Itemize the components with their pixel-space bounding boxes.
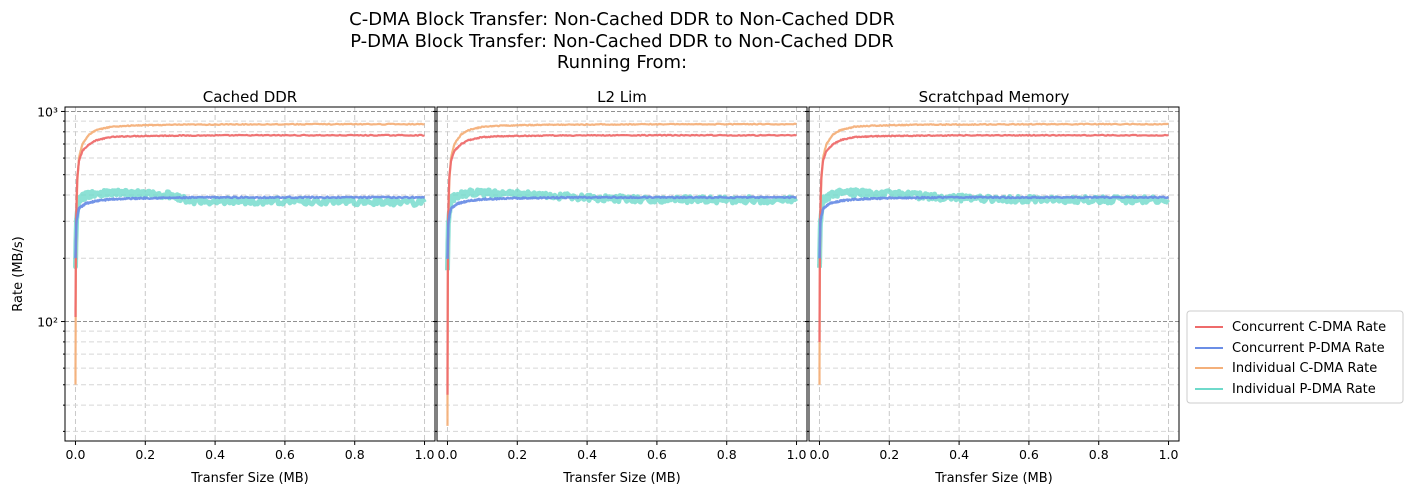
series-line-individual-c-dma-rate	[446, 122, 797, 426]
x-tick-label: 1.0	[787, 447, 807, 462]
x-axis-ticks: 0.0 0.2 0.4 0.6 0.8 1.0	[438, 441, 807, 462]
series-line-individual-c-dma-rate	[74, 122, 425, 385]
y-tick-label: 10³	[37, 104, 58, 119]
series-line-individual-c-dma-rate	[818, 122, 1169, 385]
x-tick-label: 0.6	[1019, 447, 1039, 462]
x-tick-label: 0.6	[275, 447, 295, 462]
series-line-concurrent-c-dma-rate	[446, 133, 797, 395]
x-tick-label: 0.2	[135, 447, 155, 462]
legend-label-individual-cdma: Individual C-DMA Rate	[1232, 361, 1377, 376]
x-axis-label: Transfer Size (MB)	[934, 471, 1053, 486]
axes-frame	[64, 106, 436, 442]
x-axis-label: Transfer Size (MB)	[562, 471, 681, 486]
y-axis-label: Rate (MB/s)	[11, 236, 26, 311]
figure-title-line-2: P-DMA Block Transfer: Non-Cached DDR to …	[350, 31, 894, 52]
series-line-concurrent-p-dma-rate	[446, 195, 797, 259]
legend-label-concurrent-cdma: Concurrent C-DMA Rate	[1232, 320, 1386, 335]
figure-title-line-3: Running From:	[557, 52, 687, 73]
x-tick-label: 0.0	[810, 447, 830, 462]
legend-box	[1186, 310, 1404, 404]
plot-area	[817, 122, 1170, 385]
y-axis-ticks	[433, 110, 437, 432]
series-line-individual-p-dma-rate	[73, 187, 427, 270]
x-tick-label: 0.8	[1089, 447, 1109, 462]
x-tick-label: 0.4	[577, 447, 597, 462]
x-tick-label: 0.4	[949, 447, 969, 462]
x-tick-label: 0.8	[345, 447, 365, 462]
x-tick-label: 0.0	[66, 447, 86, 462]
x-tick-label: 1.0	[1159, 447, 1179, 462]
x-axis-label: Transfer Size (MB)	[190, 471, 309, 486]
y-axis-ticks	[805, 110, 809, 432]
x-axis-ticks: 0.0 0.2 0.4 0.6 0.8 1.0	[66, 441, 435, 462]
plot-area	[445, 122, 799, 426]
gridlines	[809, 107, 1179, 441]
figure-title-line-1: C-DMA Block Transfer: Non-Cached DDR to …	[349, 9, 895, 30]
x-tick-label: 1.0	[415, 447, 435, 462]
panel-title: Scratchpad Memory	[919, 88, 1070, 106]
gridlines	[437, 107, 807, 441]
x-tick-label: 0.8	[717, 447, 737, 462]
axes-frame	[436, 106, 808, 442]
y-tick-label: 10²	[37, 315, 58, 330]
axes-frame	[808, 106, 1180, 442]
panel-l2-lim: L2 Lim 0.0 0.2 0.4 0.6 0.8 1.0 Transfer Size …	[433, 88, 808, 486]
y-axis-ticks: 10² 10³	[37, 104, 65, 432]
panel-scratchpad-memory: Scratchpad Memory 0.0 0.2 0.4 0.6 0.8 1.0 Tra…	[805, 88, 1180, 486]
legend-label-concurrent-pdma: Concurrent P-DMA Rate	[1232, 341, 1385, 356]
x-tick-label: 0.6	[647, 447, 667, 462]
series-line-individual-p-dma-rate	[445, 187, 799, 272]
series-line-concurrent-p-dma-rate	[818, 195, 1170, 259]
legend: Concurrent C-DMA Rate Concurrent P-DMA R…	[1186, 310, 1404, 404]
x-tick-label: 0.2	[507, 447, 527, 462]
plot-area	[73, 122, 427, 385]
series-line-individual-p-dma-rate	[817, 187, 1170, 268]
x-tick-label: 0.4	[205, 447, 225, 462]
panel-title: L2 Lim	[597, 88, 647, 106]
panel-cached-ddr: Cached DDR 0.0 0.2 0.4 0.6 0.8 1.0 10² 10³ Tra…	[11, 88, 436, 486]
series-line-concurrent-c-dma-rate	[818, 133, 1169, 342]
legend-label-individual-pdma: Individual P-DMA Rate	[1232, 382, 1376, 397]
series-line-concurrent-p-dma-rate	[74, 195, 426, 259]
gridlines	[65, 107, 435, 441]
x-tick-label: 0.2	[879, 447, 899, 462]
series-line-concurrent-c-dma-rate	[74, 133, 425, 317]
panel-title: Cached DDR	[203, 88, 297, 106]
x-axis-ticks: 0.0 0.2 0.4 0.6 0.8 1.0	[810, 441, 1179, 462]
x-tick-label: 0.0	[438, 447, 458, 462]
